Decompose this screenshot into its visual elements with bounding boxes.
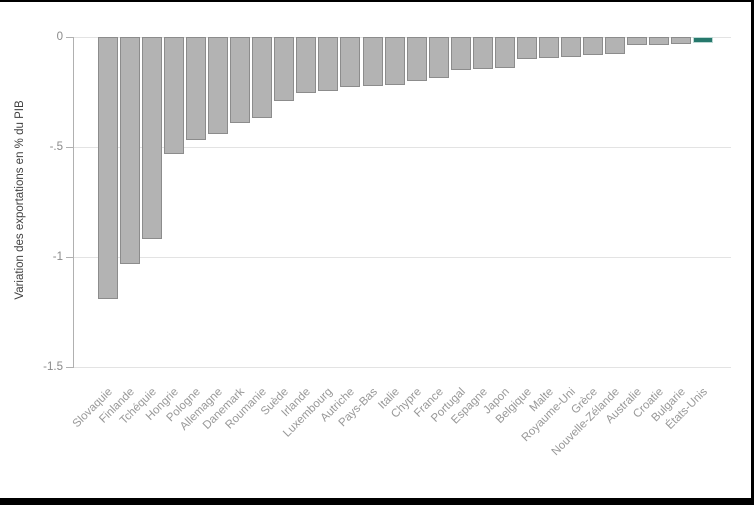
y-tick-label: -1.5 (43, 361, 63, 373)
bar-irlande (296, 37, 317, 93)
bar-allemagne (208, 37, 229, 134)
y-tick-label: -.5 (49, 141, 63, 153)
bar-hongrie (164, 37, 185, 154)
bar-danemark (230, 37, 251, 123)
y-axis-title: Variation des exportations en % du PIB (14, 100, 26, 300)
bar-australie (627, 37, 647, 45)
bar-belgique (516, 37, 537, 59)
bar-croatie (649, 37, 669, 45)
bar-roumanie (252, 37, 273, 118)
bar-pologne (186, 37, 207, 140)
bar-royaume-uni (560, 37, 581, 57)
bar-slovaquie (98, 37, 118, 299)
y-axis-tick (66, 367, 73, 368)
bar-nouvelle-z-lande (604, 37, 625, 54)
bar-luxembourg (318, 37, 339, 91)
bar--tats-unis (693, 37, 714, 43)
bar-autriche (340, 37, 361, 87)
bar-gr-ce (582, 37, 603, 55)
bar-france (428, 37, 449, 78)
bar-pays-bas (362, 37, 383, 86)
bar-malte (538, 37, 559, 58)
bar-chypre (406, 37, 427, 81)
bar-su-de (274, 37, 295, 101)
gridline-y--1.5 (73, 367, 731, 368)
bar-japon (494, 37, 515, 68)
y-axis-tick (66, 147, 73, 148)
y-tick-label: 0 (56, 31, 63, 43)
bar-finlande (120, 37, 140, 264)
y-axis-tick (66, 257, 73, 258)
bar-italie (384, 37, 405, 85)
bar-portugal (450, 37, 471, 70)
bar-espagne (472, 37, 493, 69)
y-axis-tick (66, 37, 73, 38)
bar-tch-quie (142, 37, 163, 239)
bar-bulgarie (671, 37, 691, 44)
gridline-y--.5 (73, 147, 731, 148)
y-axis-line (73, 37, 74, 368)
y-tick-label: -1 (52, 251, 63, 263)
gridline-y--1 (73, 257, 731, 258)
